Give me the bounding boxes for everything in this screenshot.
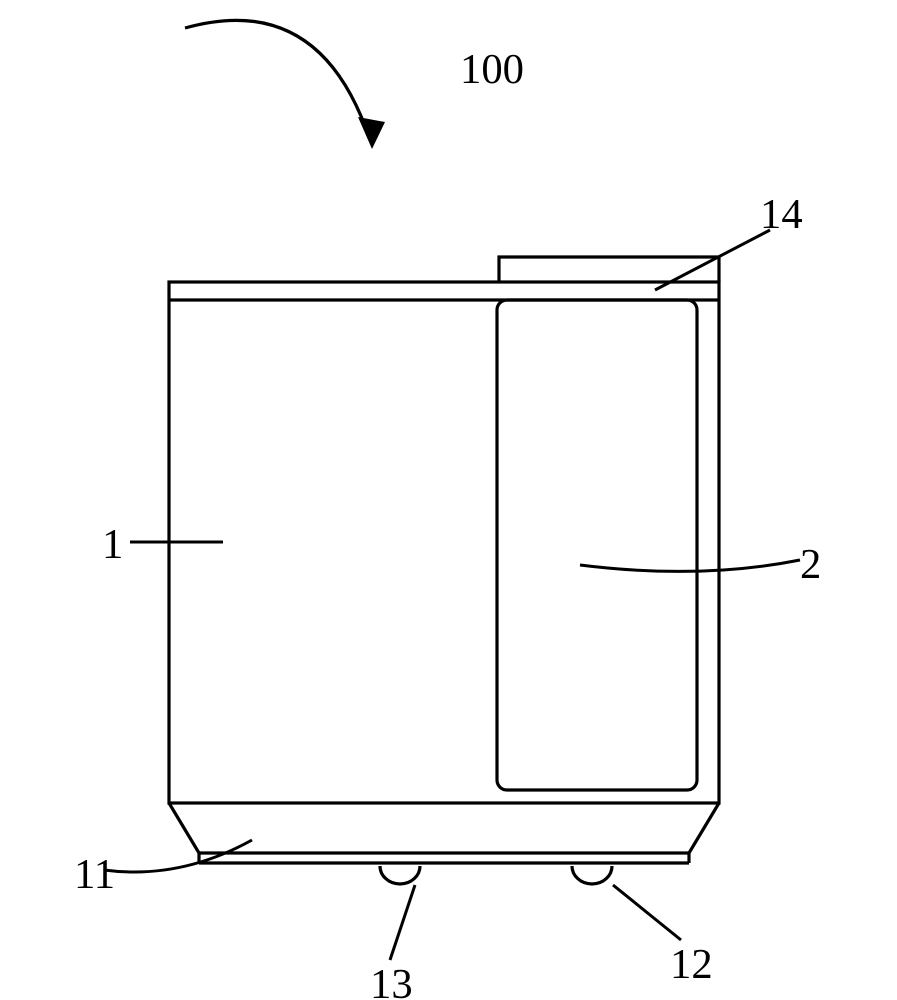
diagram-svg [0,0,897,1000]
callout-12: 12 [670,940,713,989]
callout-2: 2 [800,540,821,589]
diagram-stage: 100 14 1 2 11 13 12 [0,0,897,1000]
callout-13: 13 [370,960,413,1000]
callout-1: 1 [102,520,123,569]
callout-14: 14 [760,190,803,239]
callout-11: 11 [74,850,115,899]
callout-100: 100 [460,45,524,94]
